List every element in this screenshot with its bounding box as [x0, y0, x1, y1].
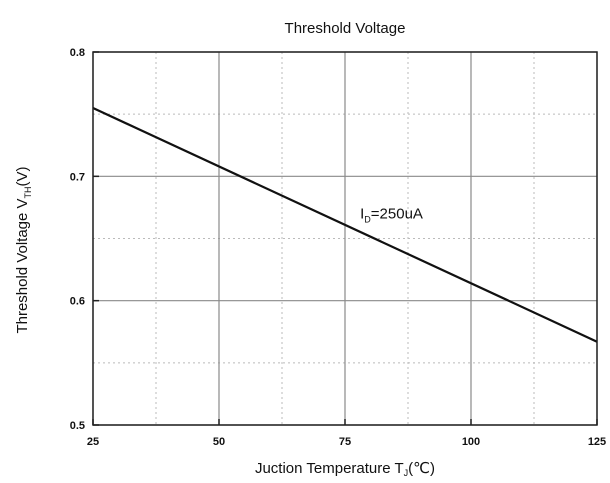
annotation-rest: =250uA	[371, 206, 423, 223]
x-tick-label: 75	[339, 436, 351, 448]
x-axis-label-unit: (℃)	[408, 460, 435, 477]
x-tick-label: 50	[213, 436, 225, 448]
x-axis-label: Juction Temperature TJ(℃)	[255, 460, 435, 478]
y-tick-label: 0.8	[70, 47, 85, 59]
y-tick-label: 0.6	[70, 296, 85, 308]
tick-layer: 25 50 75 100 125 0.5 0.6 0.7 0.8	[70, 47, 606, 448]
series-layer	[92, 107, 598, 343]
grid-layer	[92, 51, 598, 426]
annotation-main: I	[360, 206, 364, 223]
y-axis-label-sub: TH	[23, 186, 33, 198]
x-tick-label: 25	[87, 436, 99, 448]
x-tick-label: 125	[588, 436, 606, 448]
annotation-sub: D	[364, 215, 371, 225]
threshold-voltage-line	[92, 107, 598, 343]
x-axis-label-sub: J	[404, 468, 409, 478]
y-axis-label-main: Threshold Voltage V	[14, 198, 31, 333]
chart-title: Threshold Voltage	[285, 20, 406, 37]
y-tick-label: 0.7	[70, 171, 85, 183]
y-axis-label-unit: (V)	[14, 166, 31, 186]
current-annotation: ID=250uA	[360, 206, 423, 225]
y-axis-label: Threshold Voltage VTH(V)	[14, 166, 33, 333]
y-tick-label: 0.5	[70, 420, 85, 432]
x-axis-label-main: Juction Temperature T	[255, 460, 404, 477]
x-tick-label: 100	[462, 436, 480, 448]
